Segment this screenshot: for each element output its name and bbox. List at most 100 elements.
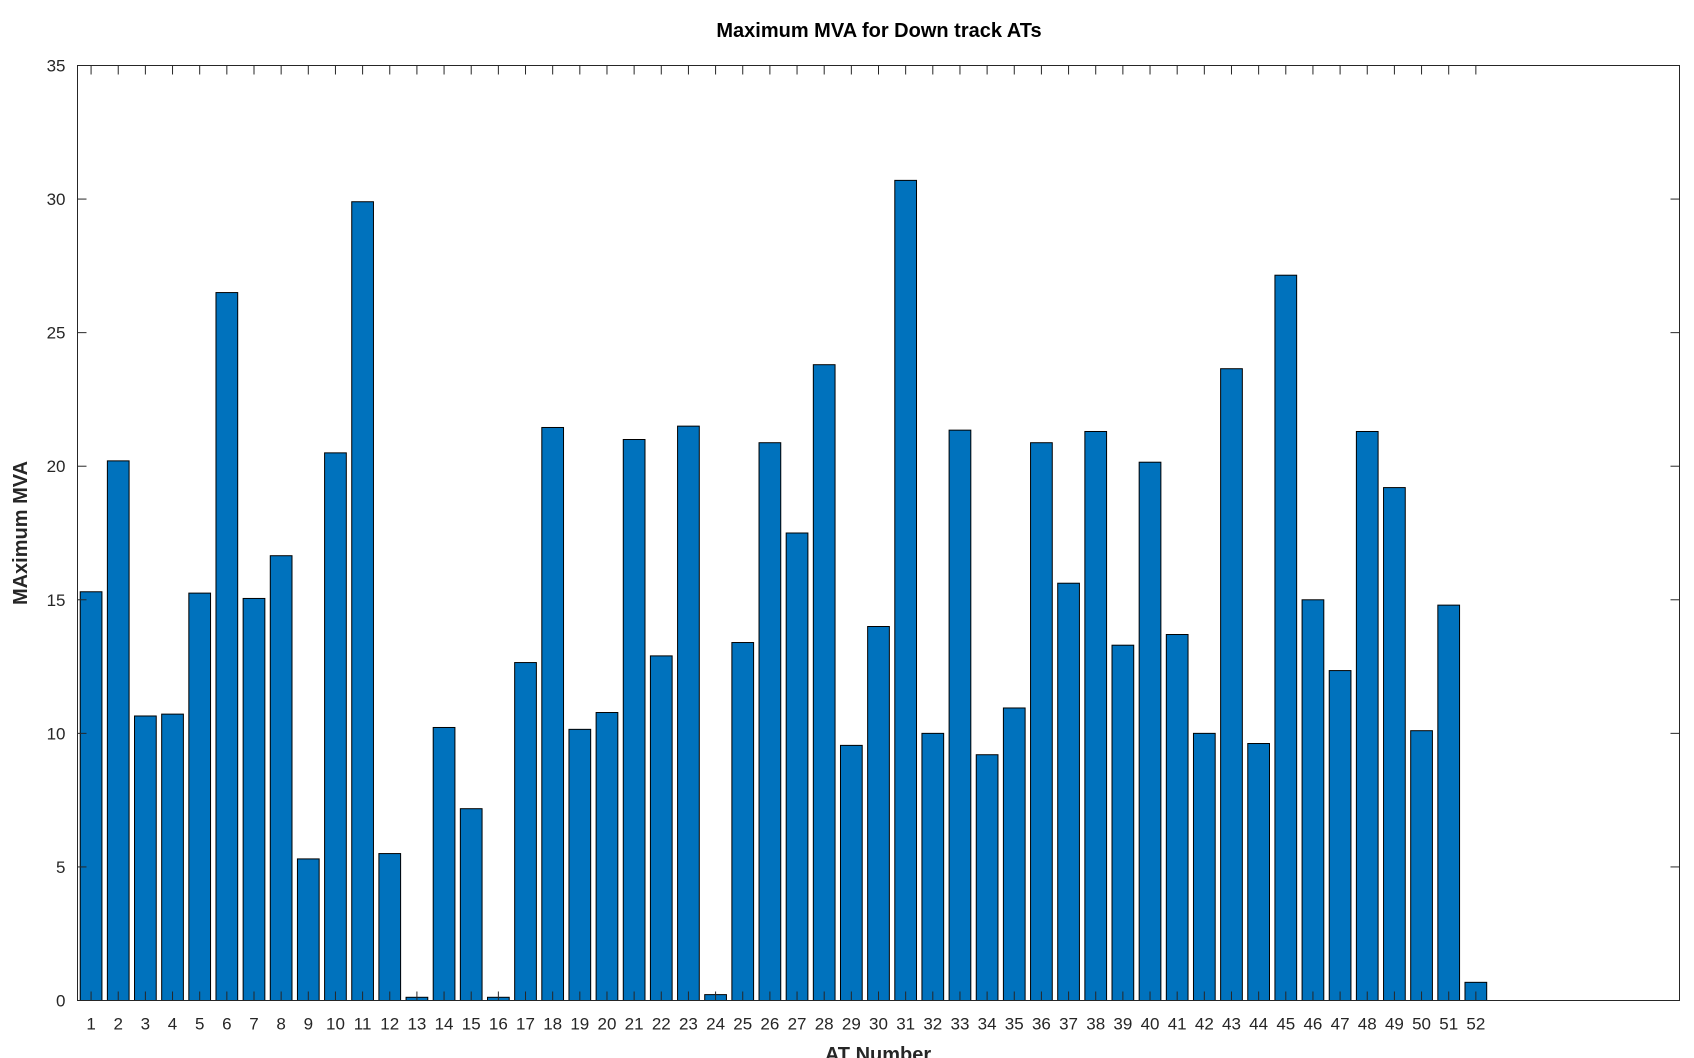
x-tick-label: 10 [326,1015,345,1034]
x-tick-label: 46 [1303,1015,1322,1034]
x-tick-label: 9 [304,1015,313,1034]
x-tick-label: 31 [896,1015,915,1034]
bar-35 [1002,707,1026,1001]
x-tick-label: 50 [1412,1015,1431,1034]
x-tick-label: 8 [276,1015,285,1034]
x-tick-label: 3 [141,1015,150,1034]
bar-50 [1410,730,1433,1001]
x-tick-label: 40 [1141,1015,1160,1034]
bar-48 [1355,430,1379,1001]
x-tick-label: 19 [570,1015,589,1034]
x-tick-label: 35 [1005,1015,1024,1034]
x-tick-label: 29 [842,1015,861,1034]
bar-19 [568,728,592,1001]
bar-38 [1084,430,1108,1001]
bar-32 [921,732,945,1001]
y-tick-label: 15 [47,591,66,610]
y-tick-label: 25 [47,324,66,343]
x-tick-label: 48 [1358,1015,1377,1034]
x-tick-label: 20 [598,1015,617,1034]
bar-3 [134,715,157,1001]
bar-30 [867,626,890,1001]
bar-27 [785,532,809,1001]
x-tick-label: 38 [1086,1015,1105,1034]
bar-26 [758,442,782,1001]
bar-34 [975,754,999,1001]
x-tick-label: 42 [1195,1015,1214,1034]
x-tick-label: 44 [1249,1015,1268,1034]
bar-6 [215,292,239,1001]
bar-17 [514,662,537,1001]
x-tick-label: 41 [1168,1015,1187,1034]
x-tick-label: 39 [1113,1015,1132,1034]
y-tick-label: 35 [47,57,66,76]
x-tick-label: 16 [489,1015,508,1034]
bar-45 [1274,274,1298,1001]
bar-2 [106,460,130,1001]
x-tick-label: 22 [652,1015,671,1034]
bar-21 [622,439,646,1001]
chart-title: Maximum MVA for Down track ATs [716,20,1041,42]
bar-31 [894,179,918,1001]
bar-40 [1138,461,1162,1001]
x-tick-label: 24 [706,1015,725,1034]
bar-43 [1220,368,1243,1001]
bar-23 [677,425,700,1001]
x-tick-label: 27 [788,1015,807,1034]
x-tick-label: 7 [249,1015,258,1034]
y-tick-label: 5 [56,858,65,877]
bar-51 [1437,604,1461,1001]
x-tick-label: 6 [222,1015,231,1034]
bar-37 [1057,582,1080,1001]
x-tick-label: 52 [1466,1015,1485,1034]
bar-18 [541,426,565,1002]
bar-41 [1165,634,1189,1001]
y-tick-label: 20 [47,457,66,476]
x-tick-label: 4 [168,1015,177,1034]
x-tick-label: 36 [1032,1015,1051,1034]
bar-15 [459,808,483,1001]
bar-28 [812,364,836,1001]
x-tick-label: 15 [462,1015,481,1034]
bar-12 [378,853,402,1001]
y-axis: 0 5 10 15 20 25 30 35 [47,57,1680,1011]
bar-11 [351,201,374,1002]
x-tick-label: 11 [354,1015,372,1034]
x-tick-label: 43 [1222,1015,1241,1034]
x-tick-label: 1 [86,1015,95,1034]
bar-33 [948,429,972,1001]
x-tick-label: 37 [1059,1015,1078,1034]
bars [79,179,1488,1002]
x-tick-label: 13 [407,1015,426,1034]
x-tick-label: 49 [1385,1015,1404,1034]
x-tick-label: 21 [625,1015,644,1034]
x-tick-label: 45 [1276,1015,1295,1034]
x-tick-label: 14 [435,1015,454,1034]
x-tick-label: 18 [543,1015,562,1034]
bar-47 [1328,670,1352,1002]
x-axis-label: AT Number [825,1044,932,1058]
x-tick-label: 2 [113,1015,122,1034]
x-tick-label: 32 [923,1015,942,1034]
bar-46 [1301,599,1325,1001]
y-axis-label: MAximum MVA [10,461,32,605]
x-axis: 1 2 3 4 5 6 7 8 9 10 11 12 13 14 15 16 17 18 19 20 21 22 23 24 2… [86,65,1485,1034]
x-tick-label: 47 [1331,1015,1350,1034]
x-tick-label: 34 [978,1015,997,1034]
y-tick-label: 10 [47,724,66,743]
bar-9 [296,858,320,1001]
y-tick-label: 30 [47,190,66,209]
bar-4 [161,713,184,1001]
x-tick-label: 26 [760,1015,779,1034]
bar-39 [1111,644,1135,1001]
bar-5 [188,592,212,1001]
bar-10 [324,452,347,1001]
bar-20 [595,712,619,1002]
bar-22 [649,655,673,1001]
x-tick-label: 17 [516,1015,535,1034]
bar-44 [1247,743,1270,1001]
bar-7 [242,597,266,1001]
bar-29 [839,744,863,1001]
bar-49 [1383,487,1406,1001]
